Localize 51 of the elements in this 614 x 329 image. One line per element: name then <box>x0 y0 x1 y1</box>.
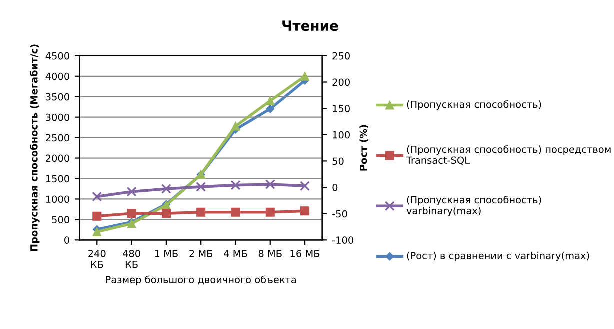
y-tick-label: 4000 <box>46 72 70 80</box>
y2-tick-label: 250 <box>332 52 350 60</box>
x-tick-label: 2 МБ <box>190 250 213 258</box>
y2-tick-label: 100 <box>333 131 350 139</box>
legend-label: (Пропускная способность) посредством Transact-SQL <box>406 145 611 166</box>
legend-label: (Пропускная способность) <box>407 100 542 110</box>
y-tick-label: 1000 <box>46 196 70 204</box>
y-tick-label: 0 <box>64 236 70 244</box>
x-tick-label: 480 КБ <box>122 250 140 268</box>
y-axis-title: Пропускная способность (Мегабит/с) <box>30 44 40 252</box>
point <box>266 104 275 114</box>
y2-axis-title: Рост (%) <box>360 125 368 171</box>
y2-tick-label: -100 <box>332 236 354 244</box>
y-tick-label: 2000 <box>46 154 70 162</box>
legend-label: (Рост) в сравнении с varbinary(max) <box>407 252 590 262</box>
y-tick-label: 2500 <box>46 134 70 142</box>
y-tick-label: 3500 <box>46 93 70 101</box>
y2-tick-label: 0 <box>332 184 338 192</box>
x-tick-label: 4 МБ <box>224 250 248 258</box>
y2-tick-label: 200 <box>332 78 350 86</box>
point <box>300 206 310 216</box>
point <box>162 209 171 218</box>
point <box>300 72 310 81</box>
point <box>196 208 206 217</box>
point <box>300 181 310 192</box>
point <box>266 96 275 106</box>
y-tick-label: 1500 <box>46 175 70 183</box>
point <box>230 180 241 190</box>
x-axis-title: Размер большого двоичного объекта <box>106 276 296 286</box>
y-tick-label: 500 <box>52 216 70 224</box>
x-tick-label: 240 КБ <box>88 250 106 268</box>
point <box>231 208 240 217</box>
y2-tick-label: 150 <box>333 105 350 112</box>
point <box>161 184 172 194</box>
x-tick-label: 8 МБ <box>258 250 282 258</box>
chart-title: Чтение <box>282 20 338 32</box>
x-tick-label: 16 МБ <box>290 250 320 258</box>
legend-label: (Пропускная способность) varbinary(max) <box>406 196 542 216</box>
point <box>196 182 206 192</box>
point <box>126 186 137 197</box>
point <box>266 208 275 217</box>
y-tick-label: 3000 <box>46 114 70 122</box>
point <box>92 192 102 202</box>
x-tick-label: 1 МБ <box>155 250 178 258</box>
point <box>92 212 102 221</box>
y2-tick-label: 50 <box>332 158 344 166</box>
point <box>265 179 276 190</box>
point <box>127 209 136 218</box>
point <box>231 122 240 131</box>
y-tick-label: 4500 <box>46 52 70 60</box>
y2-tick-label: -50 <box>332 210 348 218</box>
